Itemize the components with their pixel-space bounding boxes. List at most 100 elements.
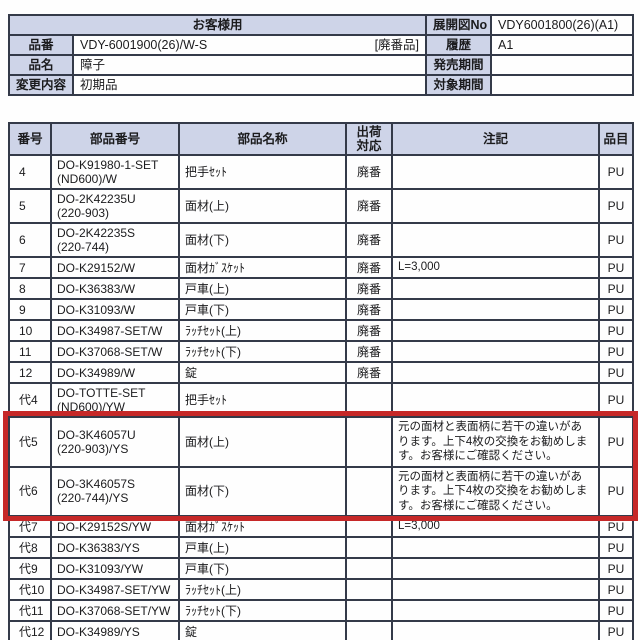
item-type-cell: PU bbox=[598, 319, 634, 342]
info-table: お客様用 展開図No VDY6001800(26)(A1) 品番 VDY-600… bbox=[7, 14, 635, 96]
part-number-cell: DO-K36383/YS bbox=[50, 536, 180, 559]
change-detail-value: 初期品 bbox=[71, 74, 428, 96]
note-cell: L=3,000 bbox=[391, 256, 600, 279]
part-number-cell: DO-K34987-SET/YW bbox=[50, 578, 180, 601]
part-name-cell: ﾗｯﾁｾｯﾄ(上) bbox=[178, 319, 347, 342]
table-row: 代11 DO-K37068-SET/YW ﾗｯﾁｾｯﾄ(下) PU bbox=[8, 599, 634, 622]
drawing-no-label: 展開図No bbox=[425, 14, 493, 36]
row-number-cell: 代5 bbox=[8, 416, 52, 468]
part-number-cell: DO-K29152S/YW bbox=[50, 515, 180, 538]
row-number-cell: 5 bbox=[8, 188, 52, 224]
col-header-part-name: 部品名称 bbox=[178, 122, 347, 156]
item-type-cell: PU bbox=[598, 536, 634, 559]
table-row: 9 DO-K31093/W 戸車(下) 廃番 PU bbox=[8, 298, 634, 321]
item-type-cell: PU bbox=[598, 578, 634, 601]
part-number-cell: DO-K37068-SET/W bbox=[50, 340, 180, 363]
table-row: 代7 DO-K29152S/YW 面材ｶﾞｽｹｯﾄ L=3,000 PU bbox=[8, 515, 634, 538]
row-number-cell: 7 bbox=[8, 256, 52, 279]
item-type-cell: PU bbox=[598, 256, 634, 279]
target-period-label: 対象期間 bbox=[425, 74, 493, 96]
part-name-cell: ﾗｯﾁｾｯﾄ(下) bbox=[178, 340, 347, 363]
part-name-cell: 面材(下) bbox=[178, 222, 347, 258]
item-type-cell: PU bbox=[598, 277, 634, 300]
part-name-cell: 戸車(下) bbox=[178, 557, 347, 580]
shipping-status-cell: 廃番 bbox=[345, 277, 393, 300]
table-row: 代12 DO-K34989/YS 錠 PU bbox=[8, 620, 634, 640]
part-number-cell: DO-K29152/W bbox=[50, 256, 180, 279]
table-row: 代6 DO-3K46057S (220-744)/YS 面材(下) 元の面材と表… bbox=[8, 465, 634, 517]
note-cell bbox=[391, 188, 600, 224]
part-number-cell: DO-3K46057S (220-744)/YS bbox=[50, 465, 180, 517]
table-row: 11 DO-K37068-SET/W ﾗｯﾁｾｯﾄ(下) 廃番 PU bbox=[8, 340, 634, 363]
row-number-cell: 12 bbox=[8, 361, 52, 384]
note-cell bbox=[391, 620, 600, 640]
part-name-cell: 面材(下) bbox=[178, 465, 347, 517]
target-period-value bbox=[490, 74, 635, 96]
part-number-label: 品番 bbox=[8, 34, 74, 56]
note-cell bbox=[391, 382, 600, 418]
part-name-cell: 面材(上) bbox=[178, 188, 347, 224]
item-type-cell: PU bbox=[598, 620, 634, 640]
row-number-cell: 11 bbox=[8, 340, 52, 363]
shipping-status-cell: 廃番 bbox=[345, 222, 393, 258]
item-type-cell: PU bbox=[598, 465, 634, 517]
customer-use-label: お客様用 bbox=[7, 14, 428, 36]
note-cell bbox=[391, 599, 600, 622]
info-row-part-number: 品番 VDY-6001900(26)/W-S [廃番品] 履歴 A1 bbox=[8, 34, 635, 56]
part-number-cell: DO-TOTTE-SET (ND600)/YW bbox=[50, 382, 180, 418]
part-name-cell: 錠 bbox=[178, 620, 347, 640]
part-name-cell: ﾗｯﾁｾｯﾄ(上) bbox=[178, 578, 347, 601]
row-number-cell: 10 bbox=[8, 319, 52, 342]
shipping-status-cell bbox=[345, 416, 393, 468]
shipping-status-cell bbox=[345, 620, 393, 640]
table-row: 4 DO-K91980-1-SET (ND600)/W 把手ｾｯﾄ 廃番 PU bbox=[8, 154, 634, 190]
part-number-cell: DO-K34989/YS bbox=[50, 620, 180, 640]
row-number-cell: 代6 bbox=[8, 465, 52, 517]
item-type-cell: PU bbox=[598, 382, 634, 418]
product-name-value: 障子 bbox=[71, 54, 428, 76]
note-cell bbox=[391, 298, 600, 321]
row-number-cell: 代12 bbox=[8, 620, 52, 640]
product-name-label: 品名 bbox=[8, 54, 74, 76]
note-cell: 元の面材と表面柄に若干の違いがあります。上下4枚の交換をお勧めします。お客様にご… bbox=[391, 465, 600, 517]
info-row-product-name: 品名 障子 発売期間 bbox=[8, 54, 635, 76]
shipping-status-cell bbox=[345, 382, 393, 418]
info-row-customer: お客様用 展開図No VDY6001800(26)(A1) bbox=[7, 14, 635, 36]
item-type-cell: PU bbox=[598, 416, 634, 468]
row-number-cell: 代11 bbox=[8, 599, 52, 622]
shipping-status-cell bbox=[345, 578, 393, 601]
note-cell: 元の面材と表面柄に若干の違いがあります。上下4枚の交換をお勧めします。お客様にご… bbox=[391, 416, 600, 468]
table-row: 代5 DO-3K46057U (220-903)/YS 面材(上) 元の面材と表… bbox=[8, 416, 634, 468]
release-period-value bbox=[490, 54, 635, 76]
note-cell bbox=[391, 277, 600, 300]
item-type-cell: PU bbox=[598, 361, 634, 384]
row-number-cell: 9 bbox=[8, 298, 52, 321]
item-type-cell: PU bbox=[598, 515, 634, 538]
table-row: 代9 DO-K31093/YW 戸車(下) PU bbox=[8, 557, 634, 580]
history-value: A1 bbox=[490, 34, 635, 56]
row-number-cell: 6 bbox=[8, 222, 52, 258]
note-cell bbox=[391, 340, 600, 363]
part-number-cell: DO-K31093/W bbox=[50, 298, 180, 321]
shipping-status-cell bbox=[345, 557, 393, 580]
shipping-status-cell: 廃番 bbox=[345, 340, 393, 363]
part-number-cell: DO-K91980-1-SET (ND600)/W bbox=[50, 154, 180, 190]
part-name-cell: ﾗｯﾁｾｯﾄ(下) bbox=[178, 599, 347, 622]
shipping-status-cell bbox=[345, 465, 393, 517]
item-type-cell: PU bbox=[598, 154, 634, 190]
row-number-cell: 代9 bbox=[8, 557, 52, 580]
row-number-cell: 代10 bbox=[8, 578, 52, 601]
change-detail-label: 変更内容 bbox=[8, 74, 74, 96]
part-number-cell: DO-2K42235U (220-903) bbox=[50, 188, 180, 224]
part-number-cell: DO-K37068-SET/YW bbox=[50, 599, 180, 622]
part-number-cell: DO-K36383/W bbox=[50, 277, 180, 300]
part-name-cell: 面材ｶﾞｽｹｯﾄ bbox=[178, 256, 347, 279]
part-number-cell: DO-2K42235S (220-744) bbox=[50, 222, 180, 258]
part-number-value-cell: VDY-6001900(26)/W-S [廃番品] bbox=[71, 34, 428, 56]
part-name-cell: 戸車(下) bbox=[178, 298, 347, 321]
shipping-status-cell: 廃番 bbox=[345, 154, 393, 190]
part-number-cell: DO-K34989/W bbox=[50, 361, 180, 384]
part-name-cell: 戸車(上) bbox=[178, 536, 347, 559]
note-cell bbox=[391, 557, 600, 580]
row-number-cell: 代4 bbox=[8, 382, 52, 418]
